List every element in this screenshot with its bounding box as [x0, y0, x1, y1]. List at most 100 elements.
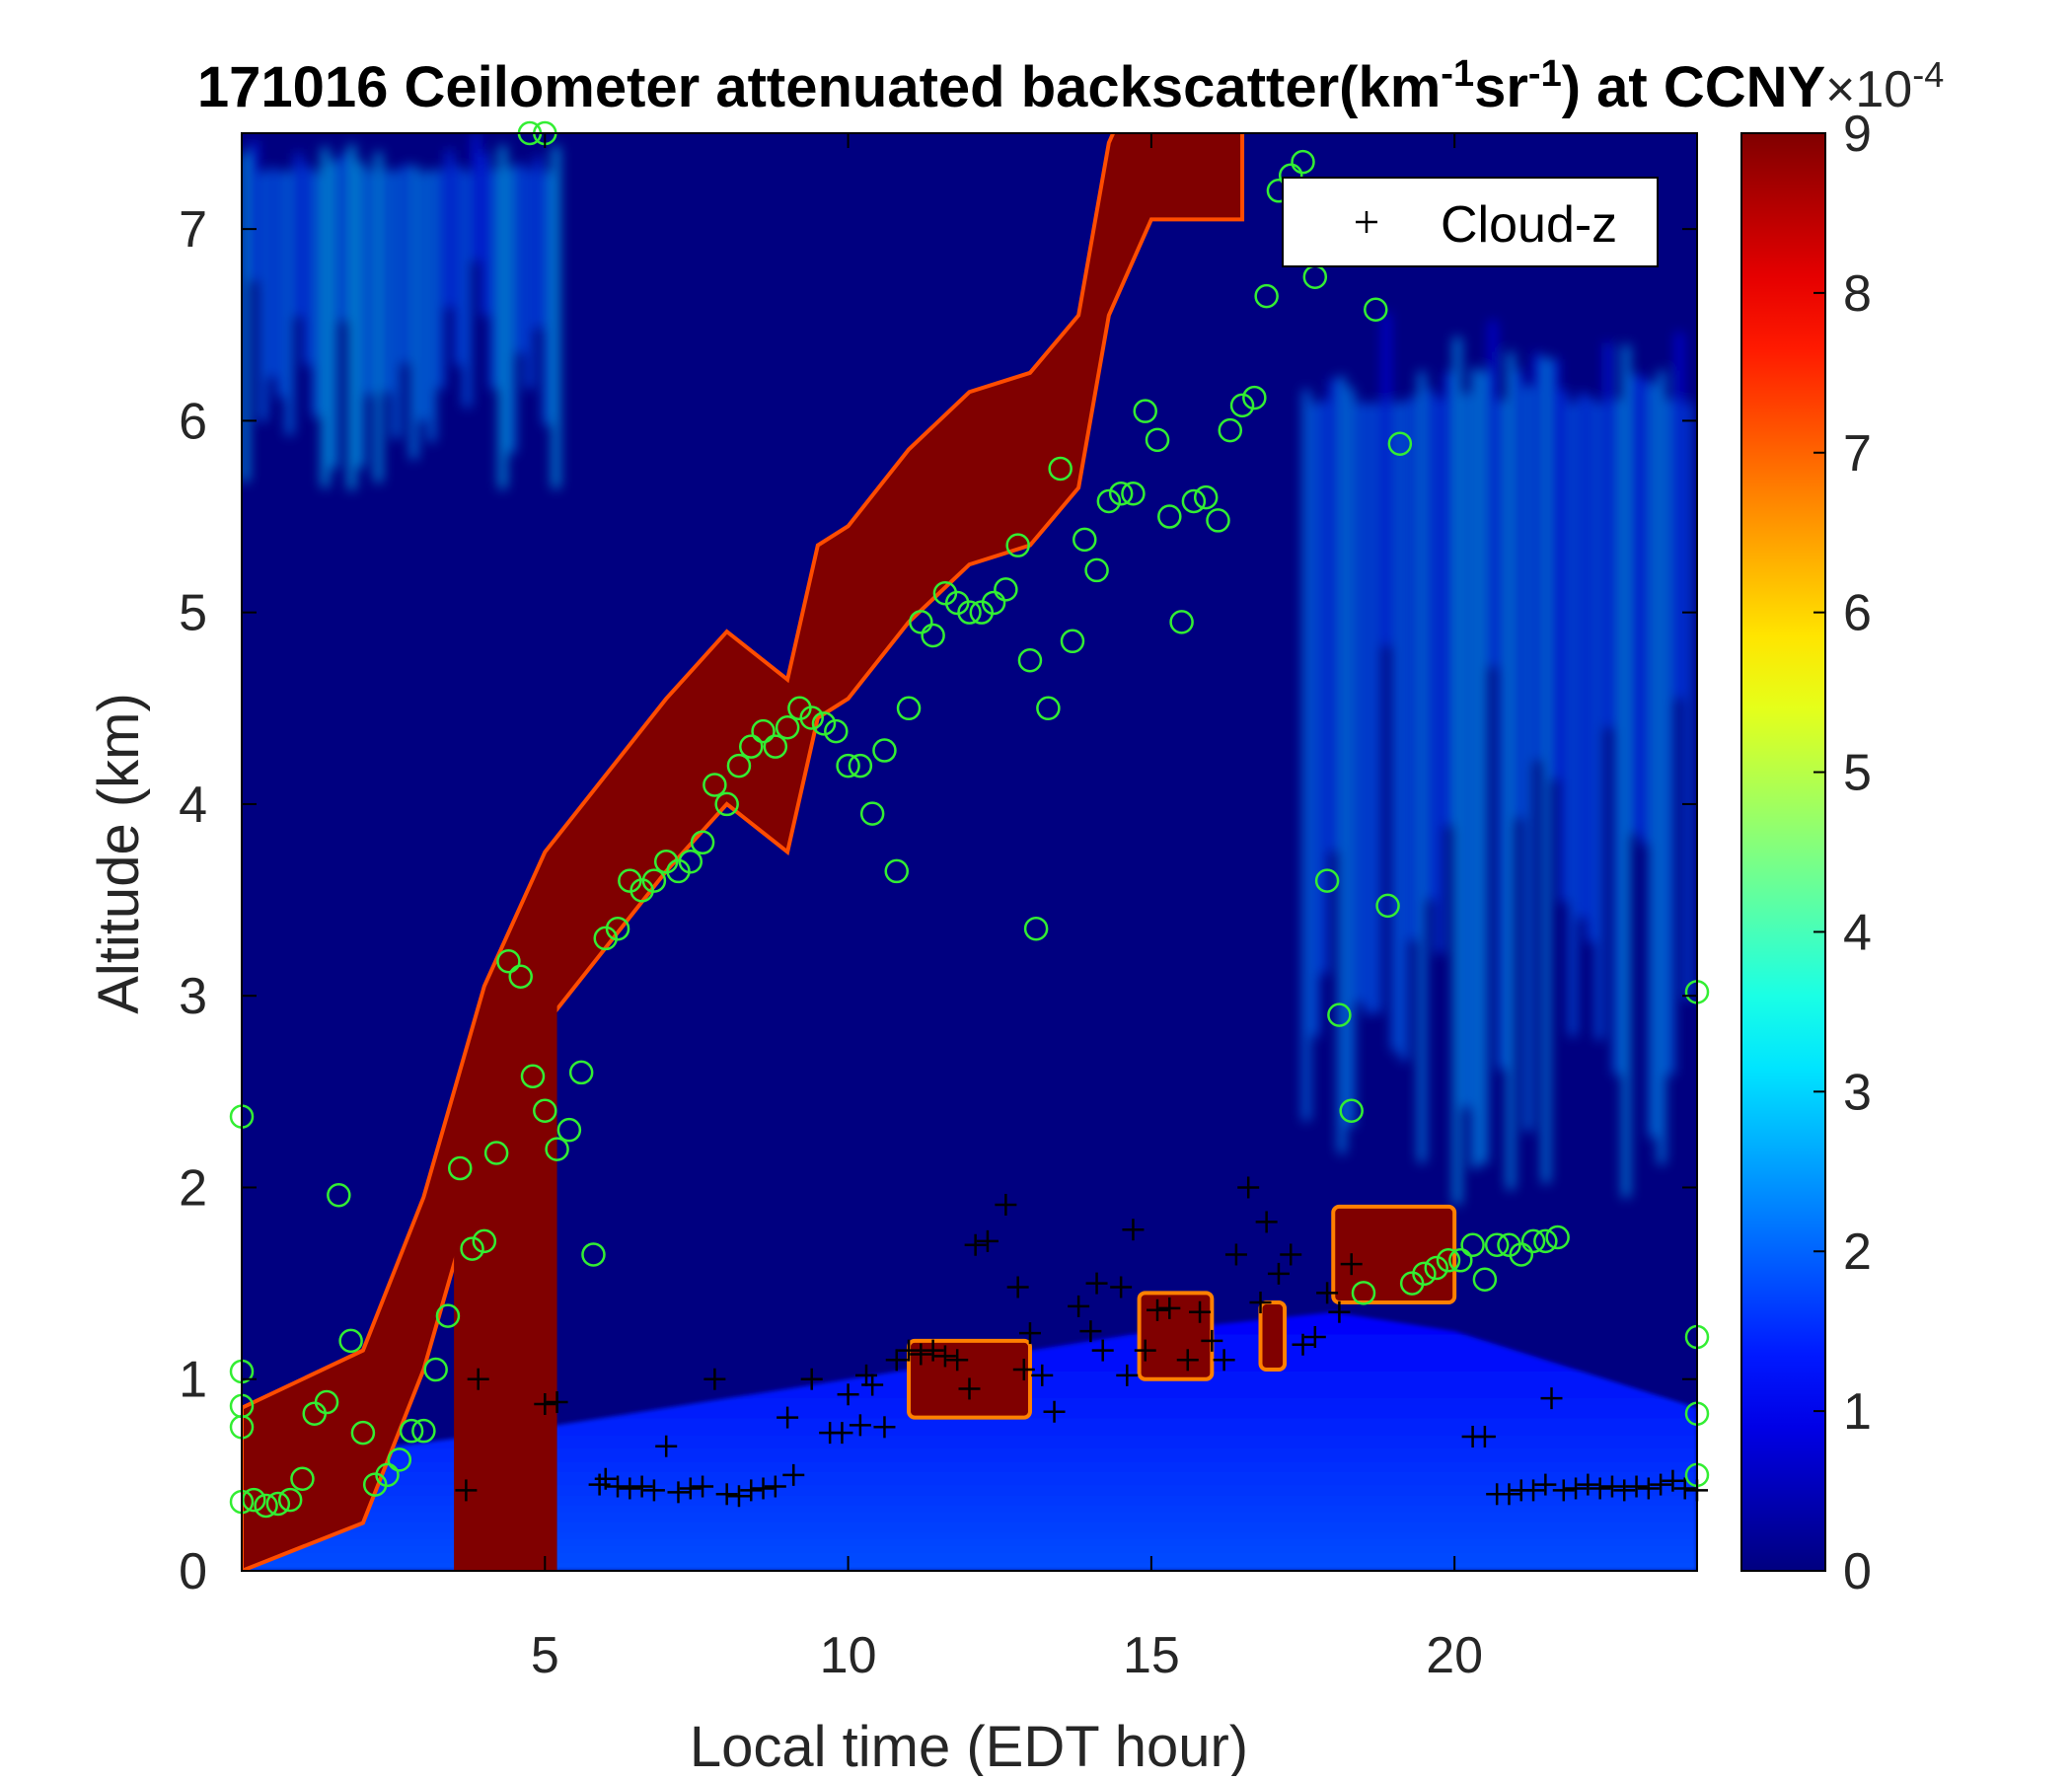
green-circle-marker: [1339, 1098, 1364, 1124]
x-axis-label: Local time (EDT hour): [690, 1715, 1248, 1776]
cirrus-streak: [553, 146, 559, 488]
cirrus-streak: [1658, 370, 1665, 1164]
cirrus-streak: [1498, 400, 1506, 1070]
cloud-z-marker: [1600, 1475, 1623, 1498]
green-circle-marker: [909, 610, 933, 634]
green-circle-marker: [1206, 508, 1230, 533]
green-circle-marker: [277, 1487, 303, 1513]
green-circle-marker: [411, 1418, 436, 1444]
cirrus-streak: [1329, 378, 1337, 852]
green-circle-marker: [1084, 557, 1109, 583]
cloud-z-marker: [1176, 1349, 1199, 1372]
cirrus-streak: [1631, 374, 1639, 835]
marker-layer: [229, 120, 1710, 1519]
cirrus-streak: [1365, 403, 1372, 1014]
cloud-z-marker: [995, 1193, 1017, 1216]
cirrus-streak: [1507, 351, 1515, 1190]
cloud-z-marker: [777, 1406, 799, 1429]
cirrus-streak: [455, 166, 462, 366]
cloud-z-marker: [715, 1483, 738, 1506]
green-circle-marker: [496, 948, 521, 974]
cirrus-streak: [446, 150, 453, 308]
green-circle-marker: [1229, 393, 1255, 418]
legend-label: Cloud-z: [1441, 196, 1617, 254]
strong-layer-surface: [454, 880, 557, 1571]
cloud-z-marker: [1110, 1276, 1133, 1299]
cirrus-streak: [1666, 400, 1674, 1076]
green-circle-marker: [556, 1117, 582, 1143]
cirrus-streak: [481, 152, 488, 316]
green-circle-marker: [435, 1303, 461, 1328]
green-circle-marker: [1375, 893, 1400, 919]
green-circle-marker: [703, 773, 727, 797]
colorbar-tick-label: 8: [1843, 265, 1872, 323]
green-circle-marker: [290, 1466, 315, 1492]
colorbar: 0 1 2 3 4 5 6 7 8 9 ×10-4: [1740, 54, 1944, 1600]
low-cloud-patch: [1258, 1300, 1288, 1373]
cloud-z-marker: [782, 1463, 805, 1486]
cirrus-streak: [1604, 342, 1612, 728]
green-circle-marker: [981, 590, 1006, 616]
cirrus-streak: [1622, 344, 1630, 1198]
title-prefix: 171016 Ceilometer attenuated backscatter…: [197, 55, 1441, 119]
cirrus-streak: [1382, 312, 1390, 646]
green-circle-marker: [1448, 1248, 1473, 1273]
cirrus-streak: [499, 145, 506, 489]
cirrus-streak: [348, 144, 355, 490]
green-circle-marker: [1533, 1228, 1558, 1254]
green-circle-marker: [1424, 1255, 1448, 1281]
green-circle-marker: [399, 1418, 424, 1444]
cloud-z-marker: [1201, 1329, 1223, 1352]
cloud-z-marker: [1328, 1300, 1351, 1323]
cloud-z-marker: [703, 1368, 726, 1390]
green-circle-marker: [568, 1060, 594, 1085]
green-circle-marker: [678, 849, 703, 874]
green-circle-marker: [338, 1328, 363, 1354]
green-circle-marker: [1254, 283, 1279, 309]
green-circle-marker: [896, 696, 922, 721]
cloud-z-marker: [933, 1345, 956, 1368]
green-circle-marker: [775, 714, 800, 740]
cloud-z-marker: [1673, 1477, 1696, 1500]
x-tick-label: 10: [820, 1627, 877, 1684]
chart-title: 171016 Ceilometer attenuated backscatter…: [197, 53, 1825, 119]
green-circle-marker: [314, 1389, 339, 1415]
cirrus-streak: [526, 169, 533, 389]
cloud-z-marker: [1147, 1299, 1169, 1321]
green-circle-marker: [1096, 488, 1122, 514]
cirrus-streak: [535, 156, 542, 329]
cirrus-streak: [1436, 398, 1443, 954]
cloud-z-marker: [642, 1479, 665, 1502]
cloud-z-marker: [655, 1435, 678, 1457]
cirrus-streak: [259, 171, 266, 421]
cirrus-streak: [1444, 372, 1452, 826]
cloud-z-marker: [1079, 1320, 1102, 1343]
green-circle-marker: [763, 734, 788, 759]
cloud-z-marker: [607, 1475, 629, 1498]
cloud-z-marker: [1552, 1479, 1575, 1502]
title-suffix: ) at CCNY: [1562, 55, 1825, 119]
cloud-z-marker: [1012, 1359, 1035, 1381]
y-tick-label: 2: [179, 1159, 207, 1217]
green-circle-marker: [254, 1493, 278, 1519]
colorbar-ticks: 0 1 2 3 4 5 6 7 8 9: [1813, 106, 1872, 1600]
cirrus-streak: [410, 165, 417, 460]
cloud-z-marker: [1158, 1297, 1181, 1319]
legend-cloud-z-marker: [1356, 211, 1377, 233]
cirrus-streak: [1400, 401, 1408, 1061]
cirrus-streak: [464, 171, 471, 408]
cloud-z-marker: [740, 1479, 763, 1502]
cirrus-streak: [517, 163, 524, 353]
green-circle-marker: [265, 1491, 291, 1517]
cloud-z-marker: [692, 1475, 714, 1498]
green-circle-marker: [1169, 610, 1194, 634]
cirrus-streak: [490, 170, 497, 390]
colorbar-tick-label: 3: [1843, 1064, 1872, 1121]
green-circle-marker: [1017, 647, 1043, 673]
green-circle-marker: [520, 1064, 546, 1089]
cloud-z-marker: [667, 1481, 690, 1504]
green-circle-marker: [1048, 456, 1073, 482]
cloud-z-marker: [885, 1349, 908, 1372]
